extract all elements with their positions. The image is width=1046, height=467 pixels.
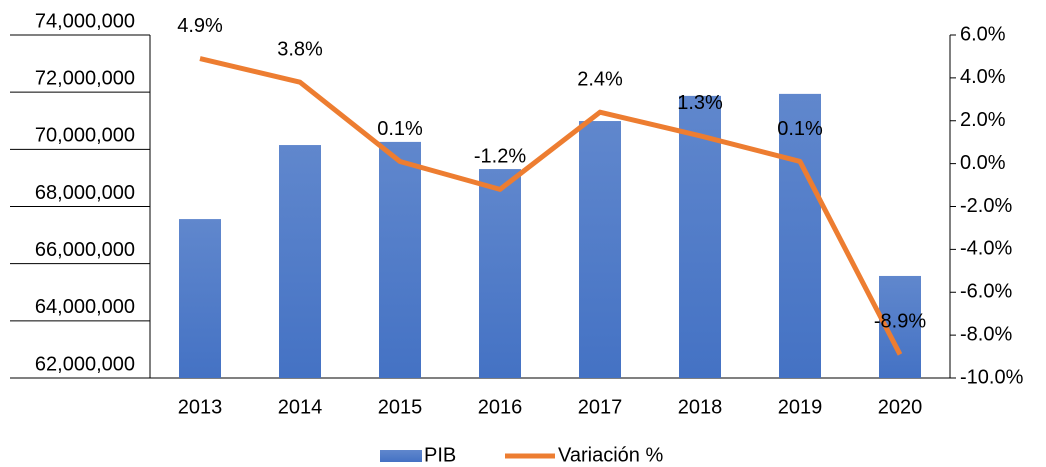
data-label: 2.4% <box>577 68 623 90</box>
data-label: 0.1% <box>777 118 823 140</box>
x-tick-label: 2020 <box>878 396 923 418</box>
legend-label: PIB <box>424 444 456 466</box>
x-tick-label: 2014 <box>278 396 323 418</box>
y2-tick-label: -8.0% <box>960 323 1012 345</box>
y-tick-label: 64,000,000 <box>35 296 135 318</box>
data-label: 4.9% <box>177 15 223 37</box>
y2-tick-label: -6.0% <box>960 281 1012 303</box>
x-tick-label: 2017 <box>578 396 623 418</box>
bar <box>479 169 521 378</box>
data-label: 1.3% <box>677 92 723 114</box>
data-label: 0.1% <box>377 118 423 140</box>
x-tick-label: 2019 <box>778 396 823 418</box>
y-tick-label: 70,000,000 <box>35 125 135 147</box>
y2-tick-label: 6.0% <box>960 23 1006 45</box>
y2-tick-label: 0.0% <box>960 152 1006 174</box>
x-tick-label: 2018 <box>678 396 723 418</box>
x-tick-label: 2013 <box>178 396 223 418</box>
bar <box>779 93 821 379</box>
bar <box>179 219 221 378</box>
line <box>199 56 903 356</box>
bar <box>279 145 321 378</box>
data-label: -8.9% <box>874 311 926 333</box>
data-label: 3.8% <box>277 38 323 60</box>
bar <box>679 95 721 378</box>
y2-tick-label: -4.0% <box>960 238 1012 260</box>
y2-tick-label: -2.0% <box>960 195 1012 217</box>
x-tick-label: 2015 <box>378 396 423 418</box>
y-tick-label: 66,000,000 <box>35 239 135 261</box>
y-tick-label: 74,000,000 <box>35 10 135 32</box>
y-tick-label: 68,000,000 <box>35 182 135 204</box>
y-tick-label: 62,000,000 <box>35 353 135 375</box>
bar <box>579 121 621 379</box>
x-tick-label: 2016 <box>478 396 523 418</box>
data-label: -1.2% <box>474 146 526 168</box>
y2-tick-label: -10.0% <box>960 366 1024 388</box>
y-tick-label: 72,000,000 <box>35 67 135 89</box>
legend-label: Variación % <box>558 444 663 466</box>
y2-tick-label: 2.0% <box>960 109 1006 131</box>
y2-tick-label: 4.0% <box>960 66 1006 88</box>
legend-swatch <box>380 450 422 462</box>
bar <box>379 141 421 378</box>
